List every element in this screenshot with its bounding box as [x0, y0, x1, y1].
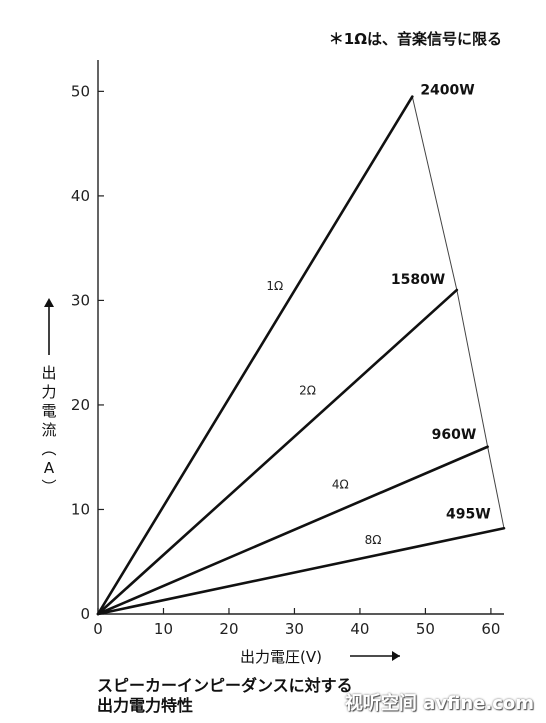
- caption-line-2: 出力電力特性: [97, 696, 194, 715]
- series-label-3: 4Ω: [332, 478, 349, 492]
- watermark: 视听空间 avfine.com: [344, 693, 534, 714]
- x-tick-label: 40: [350, 620, 369, 638]
- power-label-1: 2400W: [420, 83, 474, 99]
- series-line-4: [96, 526, 506, 616]
- chart-note: ＊1Ωは、音楽信号に限る: [329, 30, 502, 48]
- x-tick-label: 10: [154, 620, 173, 638]
- series-line-1: [96, 95, 414, 616]
- y-axis-label: 出力電流︵ A ︶: [41, 364, 56, 496]
- y-tick-label: 10: [71, 500, 90, 518]
- y-tick-label: 40: [71, 187, 90, 205]
- series-label-1: 1Ω: [266, 279, 283, 293]
- y-tick-label: 0: [80, 605, 90, 623]
- axes: 0 10 20 30 40 50 60 0 10 20 30 40 50: [71, 60, 504, 638]
- x-tick-label: 60: [481, 620, 500, 638]
- series-label-2: 2Ω: [299, 383, 316, 397]
- series-line-2: [96, 288, 459, 616]
- y-tick-label: 30: [71, 291, 90, 309]
- y-axis-label-group: 出力電流︵ A ︶: [41, 298, 57, 496]
- x-axis-label-group: 出力電圧(V): [240, 648, 400, 666]
- y-tick-label: 50: [71, 82, 90, 100]
- caption-line-1: スピーカーインピーダンスに対する: [97, 676, 353, 695]
- x-tick-label: 20: [219, 620, 238, 638]
- x-axis-arrowhead: [392, 651, 400, 661]
- power-label-4: 495W: [446, 506, 491, 522]
- x-tick-label: 0: [93, 620, 103, 638]
- x-axis-label: 出力電圧(V): [240, 648, 322, 666]
- series-group: 1Ω 2400W 2Ω 1580W 4Ω 960W 8Ω 495W: [96, 83, 506, 616]
- y-tick-label: 20: [71, 396, 90, 414]
- power-envelope-line: [411, 96, 505, 529]
- x-tick-label: 50: [416, 620, 435, 638]
- chart-caption: スピーカーインピーダンスに対する 出力電力特性: [97, 676, 353, 716]
- power-label-2: 1580W: [391, 272, 445, 288]
- series-line-3: [96, 445, 489, 616]
- power-label-3: 960W: [432, 427, 477, 443]
- power-envelope: [411, 96, 505, 529]
- y-axis-arrowhead: [44, 298, 54, 307]
- x-tick-label: 30: [285, 620, 304, 638]
- series-label-4: 8Ω: [365, 533, 382, 547]
